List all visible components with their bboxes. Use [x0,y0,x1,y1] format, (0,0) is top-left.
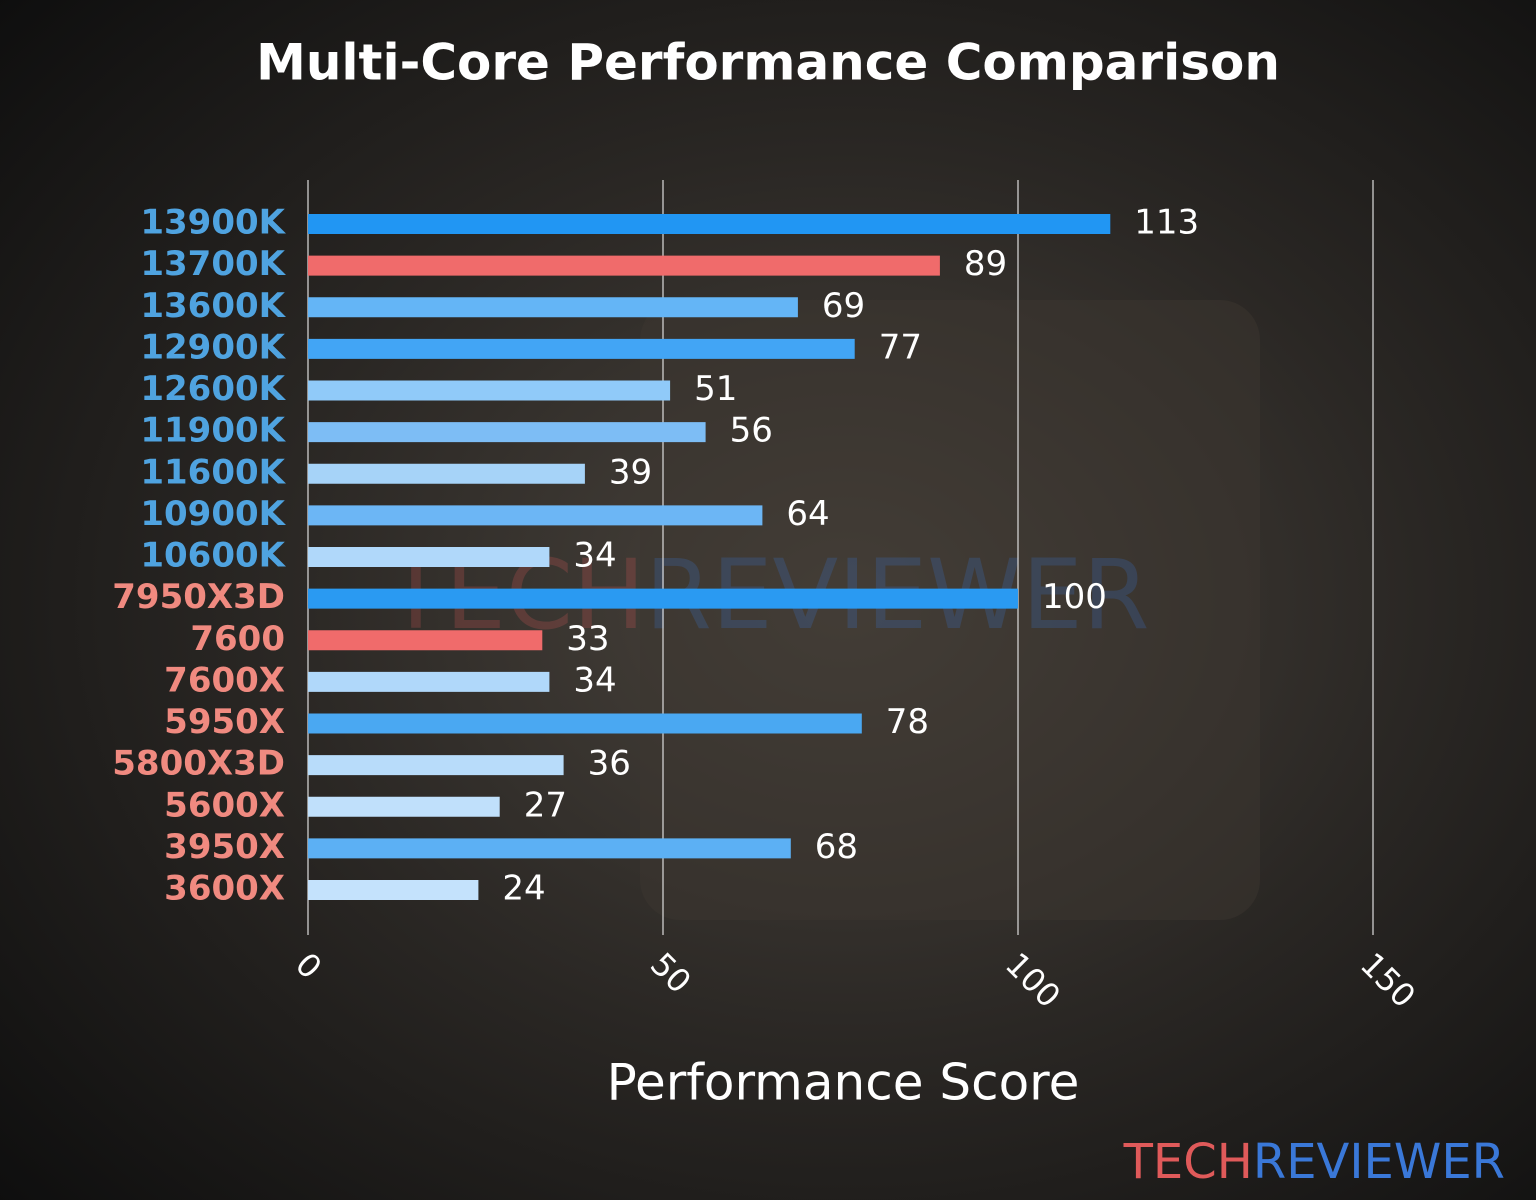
value-label: 64 [786,494,829,534]
bar [308,547,550,567]
value-label: 77 [879,327,922,367]
y-tick-label: 11600K [140,452,286,492]
y-tick-label: 3950X [164,827,285,867]
chart-title: Multi-Core Performance Comparison [256,34,1280,92]
value-label: 69 [822,286,865,326]
bar [308,755,564,776]
bar [308,713,862,734]
bar [308,422,706,443]
logo: TECHREVIEWER [1123,1134,1505,1190]
value-label: 51 [694,369,737,409]
value-label: 78 [886,702,929,742]
value-label: 113 [1134,203,1199,243]
value-label: 68 [815,827,858,867]
bar [308,588,1018,609]
value-label: 36 [588,744,631,784]
y-tick-label: 5950X [164,702,285,742]
value-label: 27 [524,785,567,825]
y-tick-label: 10900K [140,494,286,534]
value-label: 33 [566,619,609,659]
y-tick-label: 11900K [140,411,286,451]
y-tick-label: 10600K [140,536,286,576]
bar [308,880,479,900]
value-label: 89 [964,244,1007,284]
bar [308,671,550,692]
logo-part: TECH [1123,1134,1253,1190]
bar [308,505,763,526]
bar [308,297,798,318]
background-chip [640,300,1260,920]
y-tick-label: 12600K [140,369,286,409]
bar [308,630,543,651]
y-tick-label: 13900K [140,203,286,243]
y-tick-label: 7600X [164,660,285,700]
bar [308,463,585,484]
value-label: 24 [502,869,545,909]
bar [308,796,500,817]
logo-part: REVIEWER [1253,1134,1505,1190]
y-tick-label: 12900K [140,327,286,367]
y-tick-label: 3600X [164,869,285,909]
value-label: 34 [573,536,616,576]
bar [308,214,1111,234]
y-tick-label: 13700K [140,244,286,284]
y-tick-label: 13600K [140,286,286,326]
value-label: 56 [730,411,773,451]
y-tick-label: 7950X3D [112,577,285,617]
value-label: 34 [573,660,616,700]
y-tick-label: 5600X [164,785,285,825]
value-label: 39 [609,452,652,492]
x-axis-label: Performance Score [607,1054,1080,1112]
bar [308,380,671,401]
y-tick-label: 5800X3D [112,744,285,784]
y-tick-label: 7600 [190,619,285,659]
bar [308,838,791,859]
bar [308,338,855,359]
bar [308,255,940,276]
value-label: 100 [1042,577,1107,617]
